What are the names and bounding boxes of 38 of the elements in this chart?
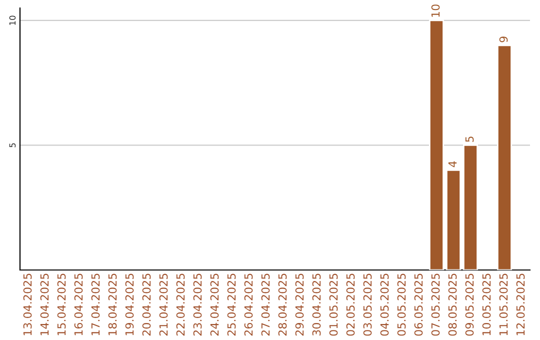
bar bbox=[497, 44, 512, 270]
data-label: 4 bbox=[448, 161, 457, 168]
bar bbox=[429, 20, 444, 270]
x-tick-label: 12.05.2025 bbox=[516, 274, 525, 336]
x-tick-label: 18.04.2025 bbox=[108, 274, 117, 336]
x-tick-label: 07.05.2025 bbox=[431, 274, 440, 336]
x-tick-label: 29.04.2025 bbox=[295, 274, 304, 336]
data-label: 9 bbox=[499, 36, 508, 42]
x-tick-label: 05.05.2025 bbox=[397, 274, 406, 336]
data-label: 5 bbox=[465, 136, 474, 142]
data-label: 10 bbox=[431, 4, 440, 17]
bar bbox=[463, 144, 478, 270]
x-tick-label: 02.05.2025 bbox=[346, 274, 355, 336]
x-tick-label: 06.05.2025 bbox=[414, 274, 423, 336]
x-tick-label: 13.04.2025 bbox=[23, 274, 32, 336]
x-tick-label: 19.04.2025 bbox=[125, 274, 134, 336]
x-tick-label: 22.04.2025 bbox=[176, 274, 185, 336]
x-tick-label: 27.04.2025 bbox=[261, 274, 270, 336]
x-tick-label: 15.04.2025 bbox=[57, 274, 66, 336]
x-tick-label: 20.04.2025 bbox=[142, 274, 151, 336]
x-tick-label: 24.04.2025 bbox=[210, 274, 219, 336]
bar bbox=[446, 169, 461, 270]
x-tick-label: 28.04.2025 bbox=[278, 274, 287, 336]
x-tick-label: 09.05.2025 bbox=[465, 274, 474, 336]
x-tick-label: 21.04.2025 bbox=[159, 274, 168, 336]
x-tick-label: 25.04.2025 bbox=[227, 274, 236, 336]
x-tick-label: 16.04.2025 bbox=[74, 274, 83, 336]
x-tick-label: 04.05.2025 bbox=[380, 274, 389, 336]
x-tick-label: 01.05.2025 bbox=[329, 274, 338, 336]
x-tick-label: 08.05.2025 bbox=[448, 274, 457, 336]
x-tick-label: 03.05.2025 bbox=[363, 274, 372, 336]
x-tick-label: 14.04.2025 bbox=[40, 274, 49, 336]
x-tick-label: 30.04.2025 bbox=[312, 274, 321, 336]
x-tick-label: 11.05.2025 bbox=[499, 274, 508, 336]
x-tick-label: 23.04.2025 bbox=[193, 274, 202, 336]
x-tick-label: 17.04.2025 bbox=[91, 274, 100, 336]
x-tick-label: 10.05.2025 bbox=[482, 274, 491, 336]
x-tick-label: 26.04.2025 bbox=[244, 274, 253, 336]
